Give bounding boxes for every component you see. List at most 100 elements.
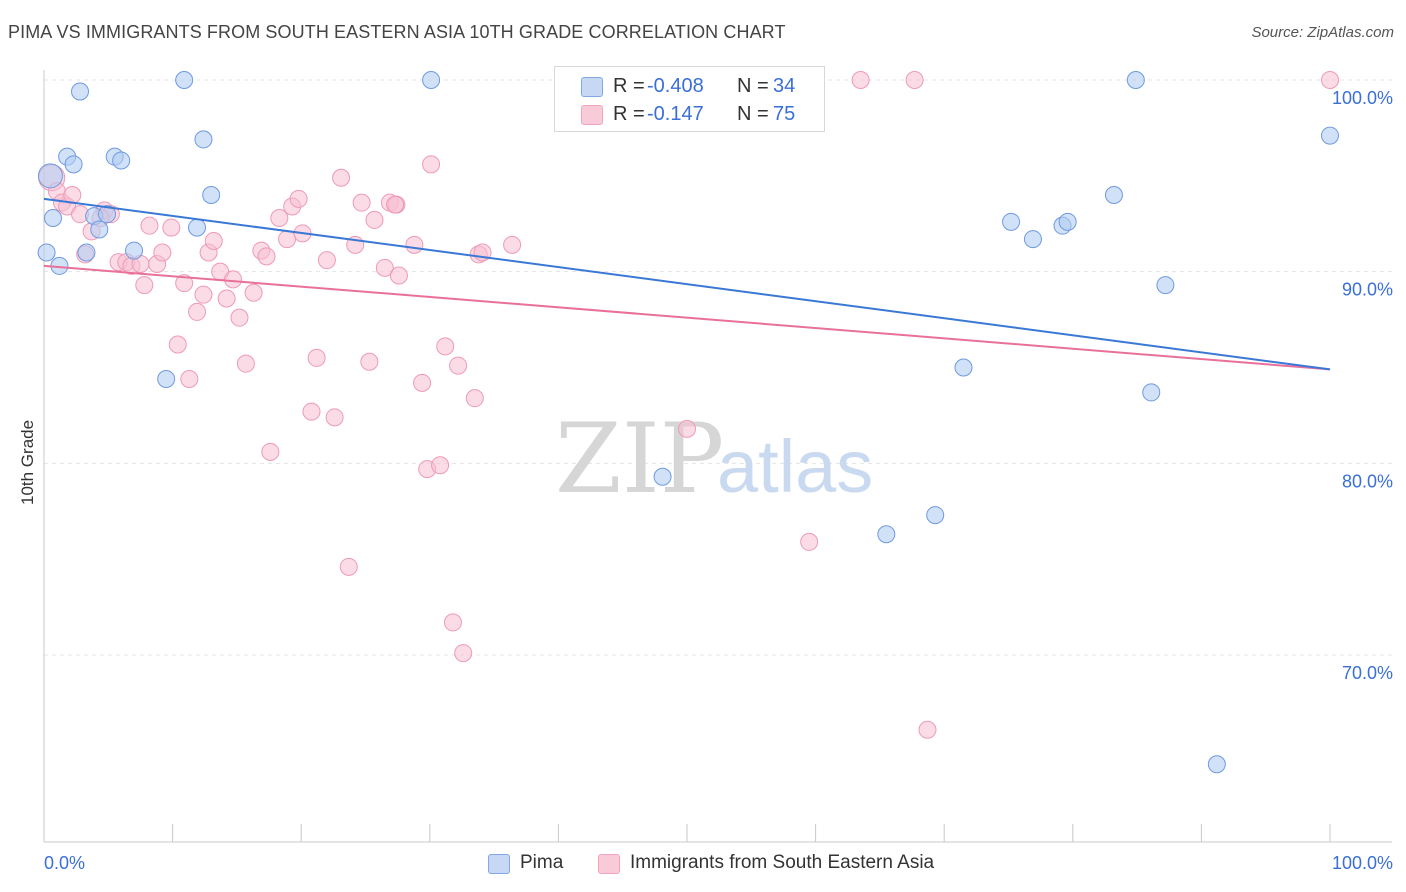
y-axis-label: 10th Grade bbox=[18, 419, 37, 505]
pima-point bbox=[1058, 212, 1077, 231]
n-value: 34 bbox=[773, 75, 796, 97]
immigrants-point bbox=[800, 532, 819, 551]
pima-point bbox=[125, 241, 144, 260]
immigrants-point bbox=[217, 289, 236, 308]
pima-point bbox=[37, 243, 56, 262]
immigrants-point bbox=[503, 235, 522, 254]
pima-point bbox=[954, 358, 973, 377]
legend-row-immigrants: R = -0.147 N = 75 bbox=[555, 101, 824, 129]
immigrants-point bbox=[431, 456, 450, 475]
immigrants-point bbox=[465, 389, 484, 408]
immigrants-trend-line bbox=[43, 264, 1331, 371]
x-tick-label-max: 100.0% bbox=[1332, 853, 1393, 873]
immigrants-point bbox=[180, 370, 199, 388]
immigrants-point bbox=[443, 613, 462, 632]
y-tick-label: 90.0% bbox=[1342, 280, 1393, 300]
y-tick-label: 70.0% bbox=[1342, 663, 1393, 683]
immigrants-point bbox=[162, 218, 181, 237]
n-label: N = bbox=[737, 75, 769, 97]
immigrants-point bbox=[188, 302, 207, 321]
immigrants-point bbox=[236, 354, 255, 373]
immigrants-point bbox=[905, 71, 924, 89]
immigrants-point bbox=[230, 308, 249, 327]
immigrants-point bbox=[449, 356, 468, 375]
series-legend: Pima Immigrants from South Eastern Asia bbox=[0, 852, 1406, 878]
immigrants-point bbox=[224, 270, 243, 289]
immigrants-point bbox=[175, 274, 194, 293]
immigrants-point bbox=[257, 247, 276, 266]
pima-point bbox=[1023, 230, 1042, 249]
pima-point bbox=[1207, 755, 1226, 774]
pima-point bbox=[64, 155, 83, 174]
pima-point bbox=[1002, 212, 1021, 231]
immigrants-point bbox=[261, 442, 280, 461]
pima-point bbox=[175, 71, 194, 89]
pima-point bbox=[37, 163, 63, 189]
pima-point bbox=[1126, 71, 1145, 89]
immigrants-legend-swatch bbox=[598, 854, 620, 874]
immigrants-point bbox=[386, 195, 405, 214]
r-value: -0.408 bbox=[647, 75, 704, 97]
immigrants-point bbox=[270, 209, 289, 227]
pima-point bbox=[188, 218, 207, 237]
pima-swatch bbox=[581, 77, 603, 97]
immigrants-point bbox=[307, 348, 326, 367]
pima-point bbox=[77, 243, 96, 262]
source-credit: Source: ZipAtlas.com bbox=[1251, 24, 1394, 41]
pima-point bbox=[157, 370, 176, 388]
immigrants-legend-label: Immigrants from South Eastern Asia bbox=[630, 852, 935, 873]
immigrants-point bbox=[168, 335, 187, 354]
pima-point bbox=[202, 186, 221, 204]
pima-trend-line bbox=[43, 197, 1331, 371]
pima-point bbox=[1142, 383, 1161, 402]
immigrants-point bbox=[278, 230, 297, 249]
r-label: R = bbox=[613, 103, 645, 125]
legend-row-pima: R = -0.408 N = 34 bbox=[555, 73, 824, 101]
immigrants-point bbox=[317, 251, 336, 270]
x-tick-labels: 0.0% 100.0% bbox=[44, 853, 1393, 873]
immigrants-point bbox=[365, 210, 384, 229]
immigrants-point bbox=[918, 720, 937, 739]
immigrants-point bbox=[436, 337, 455, 356]
immigrants-point bbox=[325, 408, 344, 427]
n-value: 75 bbox=[773, 103, 796, 125]
pima-point bbox=[1156, 276, 1175, 295]
pima-point bbox=[98, 205, 117, 224]
pima-point bbox=[44, 209, 63, 227]
n-label: N = bbox=[737, 103, 769, 125]
correlation-legend: R = -0.408 N = 34 R = -0.147 N = 75 bbox=[554, 66, 825, 132]
pima-point bbox=[926, 506, 945, 525]
gridlines bbox=[44, 79, 1392, 656]
pima-point bbox=[422, 71, 441, 89]
immigrants-point bbox=[140, 216, 159, 235]
immigrants-point bbox=[339, 557, 358, 576]
immigrants-point bbox=[360, 352, 379, 371]
pima-point bbox=[71, 82, 90, 101]
y-tick-labels: 70.0% 80.0% 90.0% 100.0% bbox=[1332, 88, 1393, 683]
pima-point bbox=[653, 467, 672, 486]
watermark-atlas: atlas bbox=[717, 425, 873, 508]
immigrants-point bbox=[302, 402, 321, 421]
x-tick-label-min: 0.0% bbox=[44, 853, 85, 873]
watermark: ZIP atlas bbox=[555, 403, 873, 515]
pima-legend-label: Pima bbox=[520, 852, 564, 873]
axes bbox=[43, 70, 1392, 843]
immigrants-point bbox=[405, 235, 424, 254]
pima-point bbox=[112, 151, 131, 170]
immigrants-point bbox=[194, 285, 213, 304]
immigrants-point bbox=[332, 168, 351, 187]
immigrants-point bbox=[244, 283, 263, 302]
immigrants-swatch bbox=[581, 105, 603, 125]
y-tick-label: 100.0% bbox=[1332, 88, 1393, 108]
immigrants-point bbox=[454, 644, 473, 663]
r-label: R = bbox=[613, 75, 645, 97]
immigrants-point bbox=[153, 243, 172, 262]
trend-lines bbox=[43, 197, 1331, 371]
pima-point bbox=[90, 220, 109, 239]
immigrants-point bbox=[375, 258, 394, 277]
immigrants-point bbox=[851, 71, 870, 89]
immigrants-point bbox=[678, 419, 696, 438]
immigrants-point bbox=[389, 266, 408, 285]
immigrants-point bbox=[135, 276, 154, 295]
